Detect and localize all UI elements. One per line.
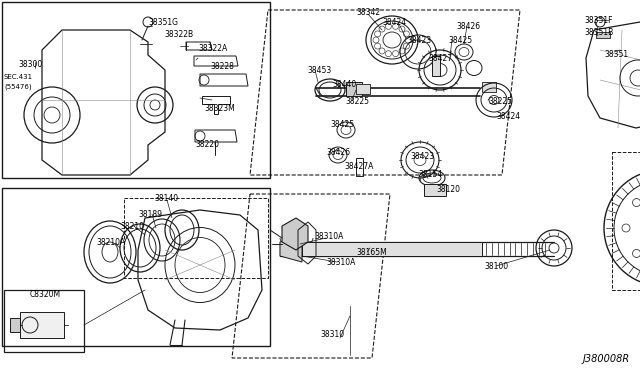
Text: 38351F: 38351F [584,16,612,25]
Text: 38310A: 38310A [326,258,355,267]
Text: 38210: 38210 [120,222,144,231]
Text: 38120: 38120 [436,185,460,194]
Bar [424,184,446,196]
Bar [482,82,496,92]
Bar [432,56,440,76]
Text: 38225: 38225 [488,97,512,106]
Bar [302,242,482,256]
Text: 38351: 38351 [604,50,628,59]
Text: (55476): (55476) [4,83,31,90]
Text: 38210A: 38210A [96,238,125,247]
Text: 38165M: 38165M [356,248,387,257]
Bar [356,84,370,94]
Text: 38351G: 38351G [148,18,178,27]
Text: 38310: 38310 [320,330,344,339]
Text: 38228: 38228 [210,62,234,71]
Text: 38225: 38225 [345,97,369,106]
Text: 38322A: 38322A [198,44,227,53]
Text: 38424: 38424 [496,112,520,121]
Text: 38426: 38426 [326,148,350,157]
Text: 38423: 38423 [407,36,431,45]
Text: 38425: 38425 [330,120,354,129]
Bar [356,158,363,176]
Text: C8320M: C8320M [30,290,61,299]
Text: 38220: 38220 [195,140,219,149]
Bar [2,188,270,346]
Bar [20,312,64,338]
Polygon shape [282,218,308,250]
Bar [4,290,84,352]
Text: 38189: 38189 [138,210,162,219]
Text: 38322B: 38322B [164,30,193,39]
Text: 38351B: 38351B [584,28,613,37]
Bar [10,318,20,332]
Bar [124,198,268,278]
Text: 38426: 38426 [456,22,480,31]
Text: 38425: 38425 [448,36,472,45]
Text: 38424: 38424 [382,18,406,27]
Text: J380008R: J380008R [583,354,630,364]
Polygon shape [280,236,302,262]
Text: 38440: 38440 [332,80,356,89]
Text: 38300: 38300 [18,60,42,69]
Text: 38323M: 38323M [204,104,235,113]
Text: 38310A: 38310A [314,232,344,241]
Text: 38100: 38100 [484,262,508,271]
Text: 38342: 38342 [356,8,380,17]
Bar [346,82,362,96]
Bar [596,32,610,38]
Text: SEC.431: SEC.431 [4,74,33,80]
Text: 38427: 38427 [428,54,452,63]
Text: 38423: 38423 [410,152,434,161]
Text: 38154: 38154 [418,170,442,179]
Text: 38427A: 38427A [344,162,373,171]
Bar [612,152,640,290]
Text: 38453: 38453 [307,66,332,75]
Bar [2,2,270,178]
Text: 38140: 38140 [154,194,178,203]
